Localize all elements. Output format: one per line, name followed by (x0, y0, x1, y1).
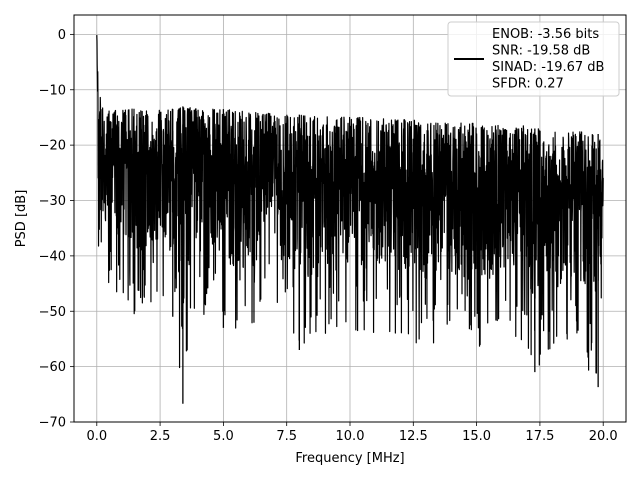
x-tick-label: 17.5 (525, 429, 554, 444)
x-tick-label: 20.0 (589, 429, 618, 444)
legend-box (447, 21, 620, 97)
y-tick-label: 0 (58, 28, 66, 43)
x-tick-label: 10.0 (336, 429, 365, 444)
legend-snr: SNR: -19.58 dB (492, 44, 590, 59)
y-tick-label: −30 (39, 194, 66, 209)
plot-area (96, 35, 604, 404)
x-tick-label: 5.0 (213, 429, 234, 444)
x-tick-label: 7.5 (276, 429, 297, 444)
axis-ticks: 0.0 2.5 5.0 7.5 10.0 12.5 15.0 17.5 20.0 0 −10 −20 −… (39, 28, 618, 444)
y-tick-label: −10 (39, 83, 66, 98)
x-tick-label: 15.0 (462, 429, 491, 444)
x-tick-label: 12.5 (399, 429, 428, 444)
y-tick-label: −20 (39, 139, 66, 154)
y-axis-label: PSD [dB] (14, 190, 29, 248)
legend-sinad: SINAD: -19.67 dB (492, 60, 604, 75)
legend-enob: ENOB: -3.56 bits (492, 27, 599, 42)
legend: ENOB: -3.56 bits SNR: -19.58 dB SINAD: -… (447, 21, 620, 97)
y-tick-label: −60 (39, 360, 66, 375)
x-tick-label: 0.0 (86, 429, 107, 444)
x-axis-label: Frequency [MHz] (295, 451, 404, 466)
legend-sfdr: SFDR: 0.27 (492, 77, 564, 92)
y-tick-label: −50 (39, 305, 66, 320)
x-tick-label: 2.5 (150, 429, 171, 444)
y-tick-label: −40 (39, 249, 66, 264)
psd-trace (96, 35, 604, 374)
y-tick-label: −70 (39, 416, 66, 431)
